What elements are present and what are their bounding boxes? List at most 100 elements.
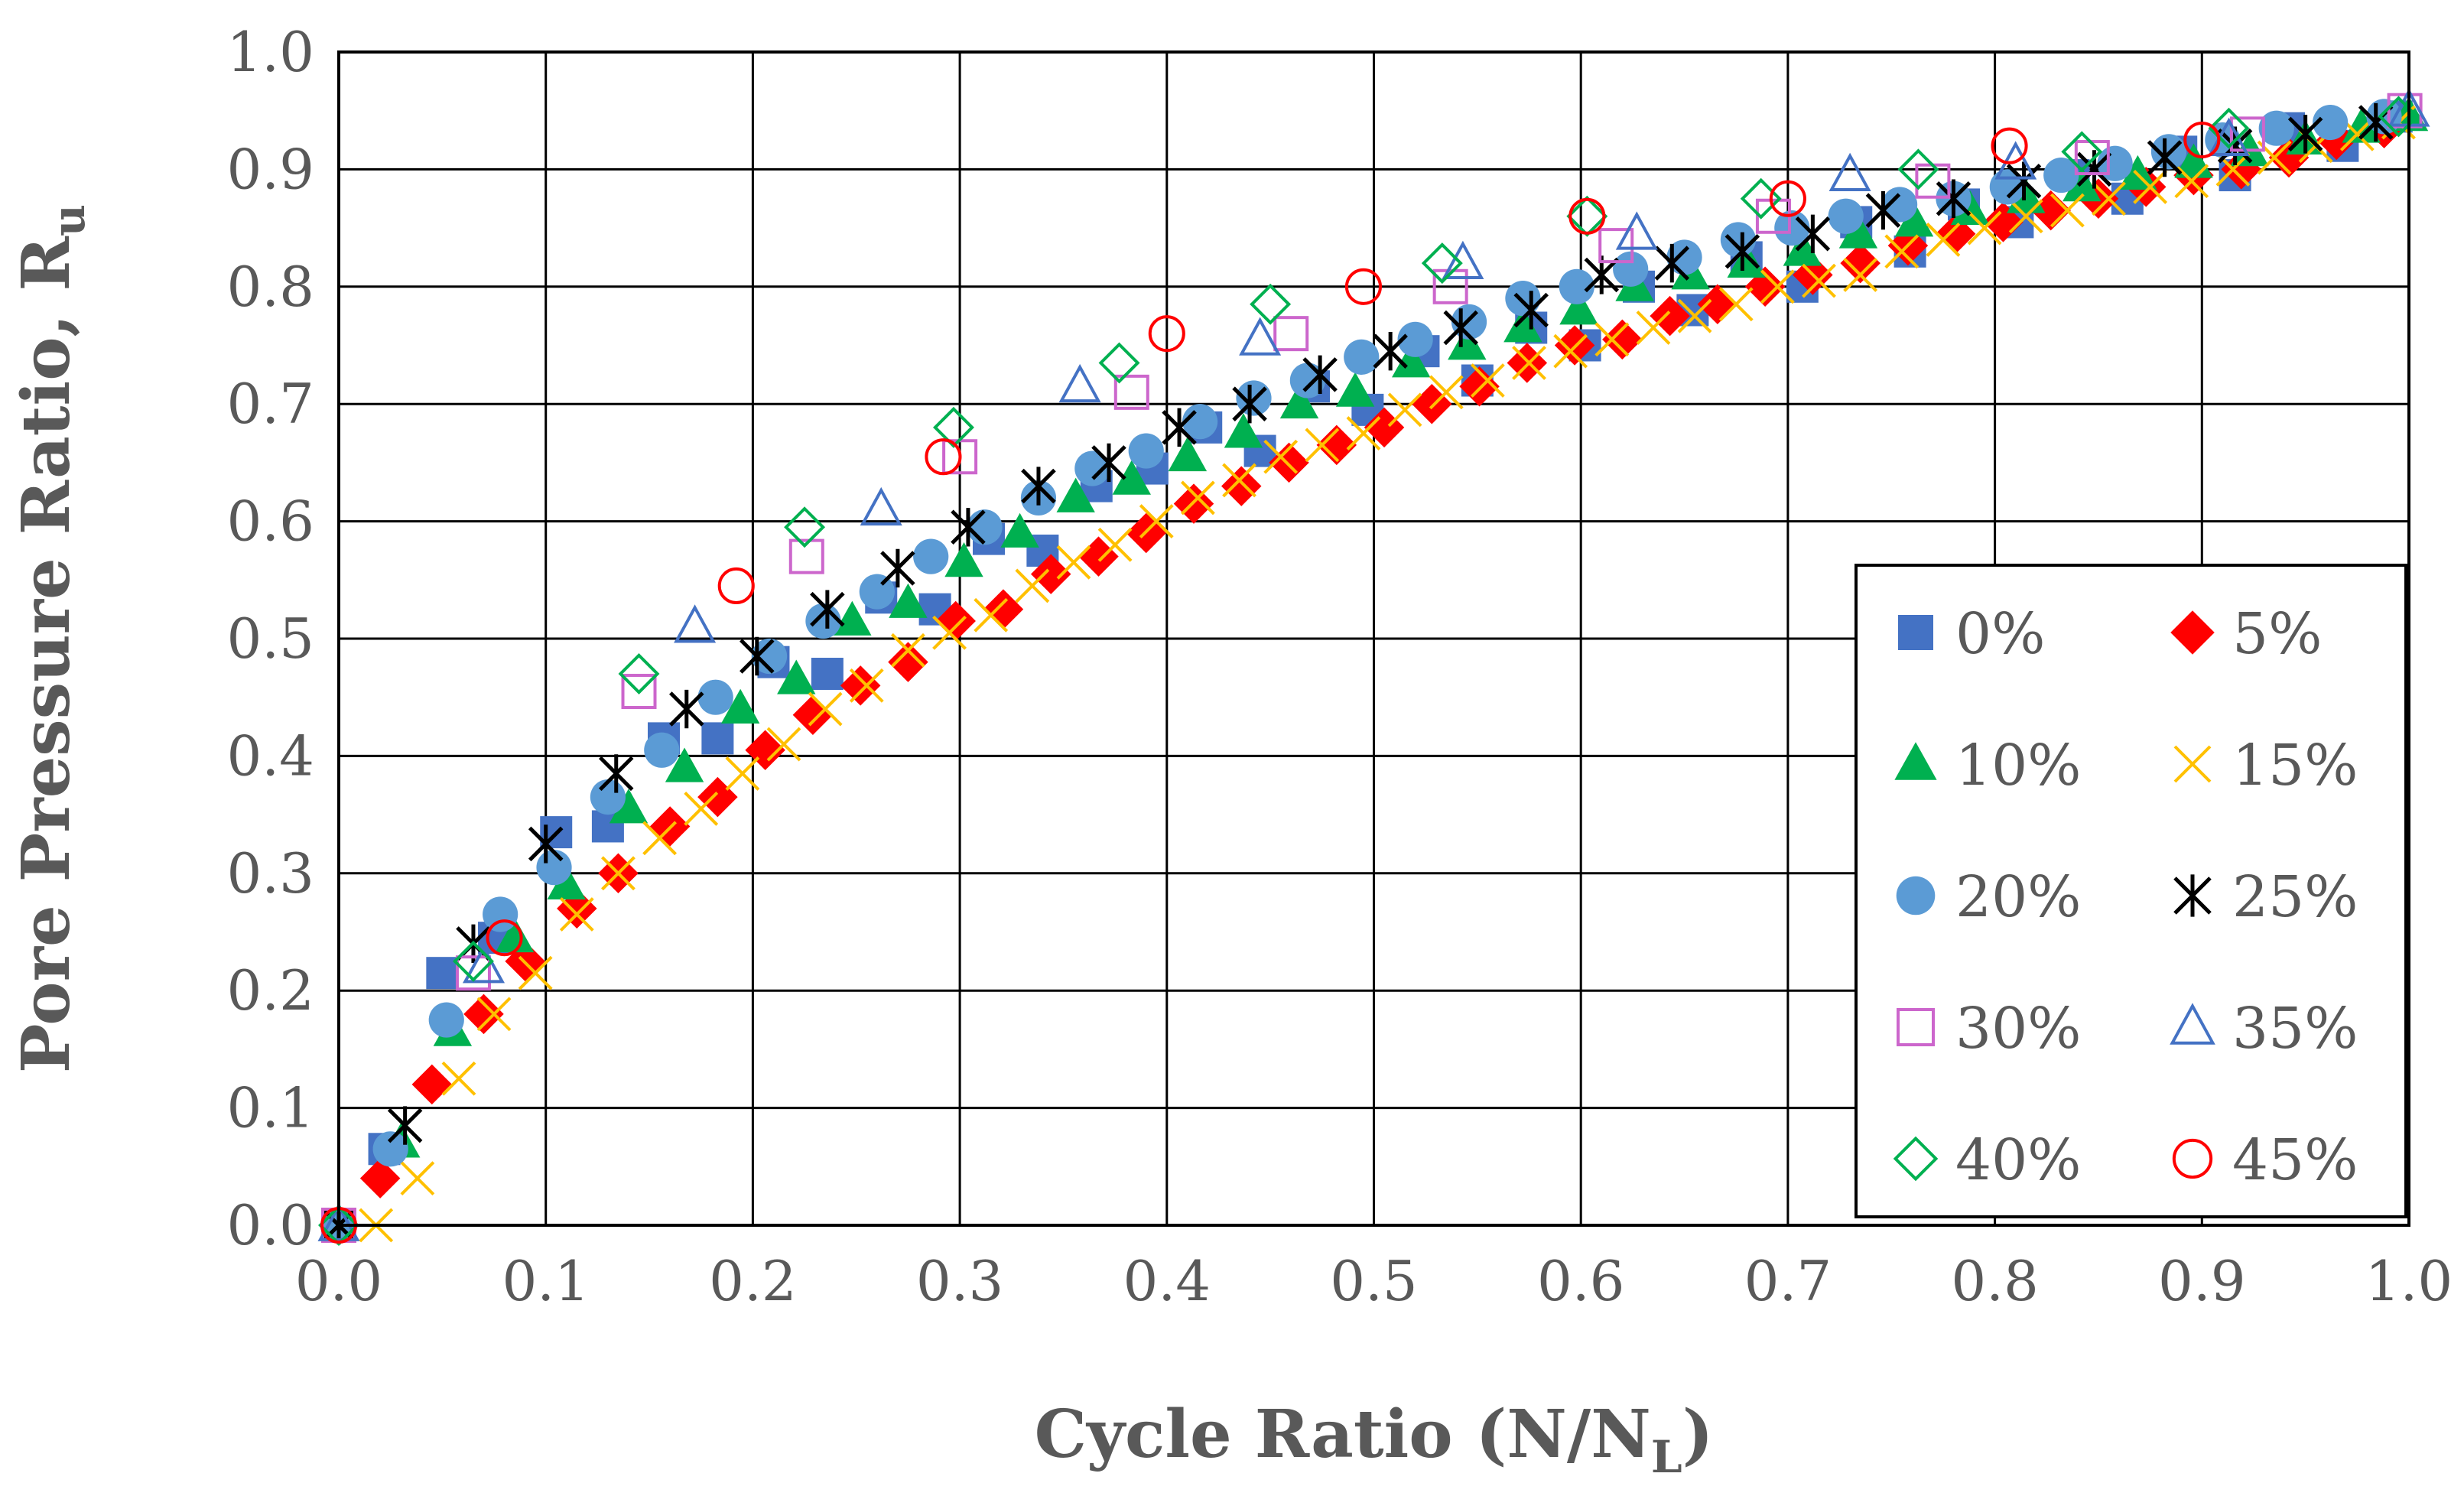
data-point (1098, 342, 1140, 384)
data-point (1030, 554, 1071, 594)
data-point (518, 955, 553, 990)
tick-labels: 0.0 0.1 0.2 0.3 0.4 0.5 0.6 0.7 0.8 0.9 1.0 0.0 0.1 0… (226, 20, 2453, 1313)
data-point (1724, 232, 1760, 271)
legend-marker (1896, 876, 1936, 915)
legend-label: 35% (2232, 996, 2358, 1062)
data-point (2092, 181, 2126, 216)
data-point (2313, 104, 2349, 141)
data-point (1373, 331, 1408, 371)
data-point (1512, 346, 1546, 380)
data-point (1056, 545, 1091, 580)
data-point (833, 600, 872, 636)
data-point (1843, 258, 1878, 292)
data-point (1113, 374, 1149, 410)
data-point (1279, 383, 1319, 419)
data-point (1000, 512, 1039, 548)
y-tick-label: 0.7 (226, 372, 314, 436)
data-point (495, 917, 535, 953)
data-point (811, 658, 844, 691)
legend-label: 10% (1955, 733, 2081, 798)
series-35pct (317, 88, 2430, 1241)
data-point (2183, 122, 2221, 159)
data-point (1269, 442, 1309, 483)
data-point (1387, 392, 1422, 428)
data-point (1335, 372, 1375, 407)
legend-label: 25% (2232, 864, 2358, 930)
data-point (1795, 214, 1831, 253)
data-point (455, 955, 491, 991)
data-point (1232, 385, 1267, 424)
data-point (860, 486, 902, 526)
data-point (642, 821, 677, 856)
legend-item-20pct: 20% (1896, 864, 2081, 930)
series-40pct (318, 96, 2420, 1246)
data-point (1720, 222, 1757, 258)
legend-item-25pct: 25% (2173, 864, 2358, 930)
data-point (889, 583, 928, 618)
data-point (1224, 413, 1263, 448)
data-point (1316, 424, 1357, 466)
data-point (1636, 311, 1671, 345)
x-tick-label: 0.9 (2158, 1249, 2246, 1313)
data-point (944, 542, 983, 577)
data-point (1865, 190, 1901, 230)
data-point (2147, 138, 2183, 177)
y-tick-label: 0.2 (226, 958, 314, 1023)
data-point (1344, 339, 1380, 375)
data-point (1344, 268, 1383, 305)
data-point (590, 779, 626, 815)
legend-label: 40% (1955, 1127, 2081, 1193)
data-point (317, 1202, 360, 1241)
data-point (601, 856, 636, 891)
data-point (2006, 161, 2042, 200)
x-tick-label: 0.4 (1123, 1249, 1211, 1313)
data-point (751, 638, 788, 675)
data-point (740, 636, 775, 676)
data-point (925, 438, 962, 476)
data-point (1828, 152, 1871, 191)
data-point (1412, 383, 1452, 424)
data-point (1162, 408, 1197, 447)
y-tick-label: 0.0 (226, 1193, 314, 1257)
data-point (1718, 287, 1754, 322)
data-point (1559, 268, 1594, 304)
series-layer (317, 88, 2430, 1246)
legend-label: 5% (2232, 601, 2322, 667)
data-point (1397, 321, 1433, 357)
data-point (483, 896, 518, 932)
x-tick-label: 0.8 (1951, 1249, 2039, 1313)
data-point (1950, 190, 1990, 225)
y-tick-label: 0.8 (226, 255, 314, 319)
legend-marker (2173, 745, 2212, 783)
data-point (1594, 322, 1630, 357)
data-point (2008, 199, 2043, 234)
data-point (1828, 198, 1864, 234)
data-point (888, 642, 928, 682)
legend-item-0pct: 0% (1898, 601, 2045, 667)
data-point (1894, 202, 1934, 237)
data-point (1559, 290, 1598, 325)
data-point (609, 789, 649, 824)
data-point (621, 674, 657, 710)
data-point (1097, 527, 1133, 562)
data-point (1727, 242, 1766, 278)
legend-label: 30% (1955, 996, 2081, 1062)
data-point (462, 945, 505, 984)
data-point (1566, 195, 1608, 237)
x-tick-label: 0.1 (502, 1249, 590, 1313)
data-point (387, 1106, 423, 1145)
data-point (1802, 263, 1836, 298)
legend-marker (2173, 874, 2212, 917)
data-point (2174, 164, 2209, 199)
data-point (880, 548, 915, 588)
data-point (359, 1158, 401, 1198)
data-point (441, 1061, 476, 1096)
data-point (1180, 480, 1215, 515)
data-point (2258, 110, 2294, 146)
data-point (808, 691, 843, 727)
data-point (684, 792, 719, 826)
x-tick-label: 1.0 (2365, 1249, 2453, 1313)
data-point (428, 1002, 464, 1038)
data-point (1967, 210, 2002, 246)
y-tick-label: 0.9 (226, 137, 314, 201)
